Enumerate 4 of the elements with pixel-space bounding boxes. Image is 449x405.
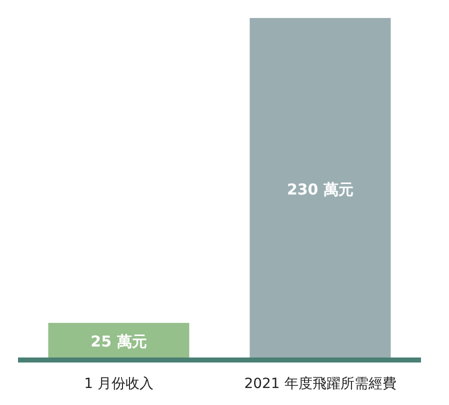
data-label: 25 萬元 [90,332,147,351]
x-tick-label: 1 月份收入 [84,376,154,392]
data-label: 230 萬元 [286,180,354,198]
x-tick-label: 2021 年度飛躍所需經費 [244,376,396,392]
